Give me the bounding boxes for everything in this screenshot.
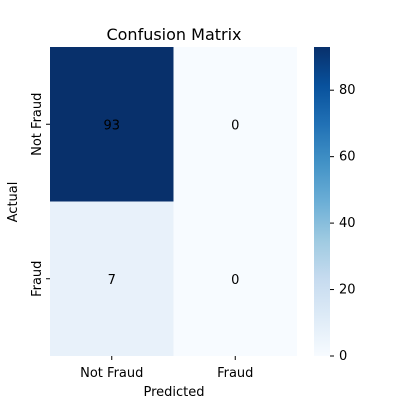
x-axis-label: Predicted bbox=[143, 385, 204, 400]
heatmap-cell-labels: 93 0 7 0 bbox=[103, 118, 239, 288]
y-tick-label-0: Not Fraud bbox=[30, 93, 45, 156]
heatmap-cell-0-1 bbox=[173, 47, 297, 202]
heatmap-cell-label-0-0: 93 bbox=[103, 118, 120, 133]
colorbar-tick-label-2: 40 bbox=[339, 216, 356, 231]
x-tick-label-0: Not Fraud bbox=[80, 366, 143, 381]
x-tick-marks bbox=[111, 356, 236, 360]
chart-title: Confusion Matrix bbox=[106, 25, 241, 44]
y-tick-marks bbox=[46, 123, 50, 280]
y-tick-label-1: Fraud bbox=[30, 261, 45, 297]
heatmap-cell-label-0-1: 0 bbox=[231, 118, 239, 133]
x-tick-label-1: Fraud bbox=[217, 366, 253, 381]
colorbar-tick-label-0: 0 bbox=[339, 349, 347, 364]
heatmap-cell-0-0 bbox=[50, 47, 174, 202]
y-axis-label: Actual bbox=[6, 182, 21, 223]
colorbar-ticks bbox=[330, 89, 334, 357]
colorbar-tick-label-3: 60 bbox=[339, 150, 356, 165]
heatmap-cells bbox=[50, 47, 297, 356]
colorbar: 0 20 40 60 80 bbox=[314, 47, 356, 364]
heatmap-cell-label-1-0: 7 bbox=[108, 273, 116, 288]
heatmap-cell-1-1 bbox=[173, 201, 297, 356]
x-tick-labels: Not Fraud Fraud bbox=[80, 366, 253, 381]
colorbar-gradient-bar bbox=[314, 47, 330, 356]
y-tick-labels: Not Fraud Fraud bbox=[30, 93, 45, 297]
colorbar-tick-labels: 0 20 40 60 80 bbox=[339, 83, 356, 364]
colorbar-tick-label-4: 80 bbox=[339, 83, 356, 98]
colorbar-tick-label-1: 20 bbox=[339, 283, 356, 298]
heatmap-cell-1-0 bbox=[50, 201, 174, 356]
heatmap-cell-label-1-1: 0 bbox=[231, 273, 239, 288]
